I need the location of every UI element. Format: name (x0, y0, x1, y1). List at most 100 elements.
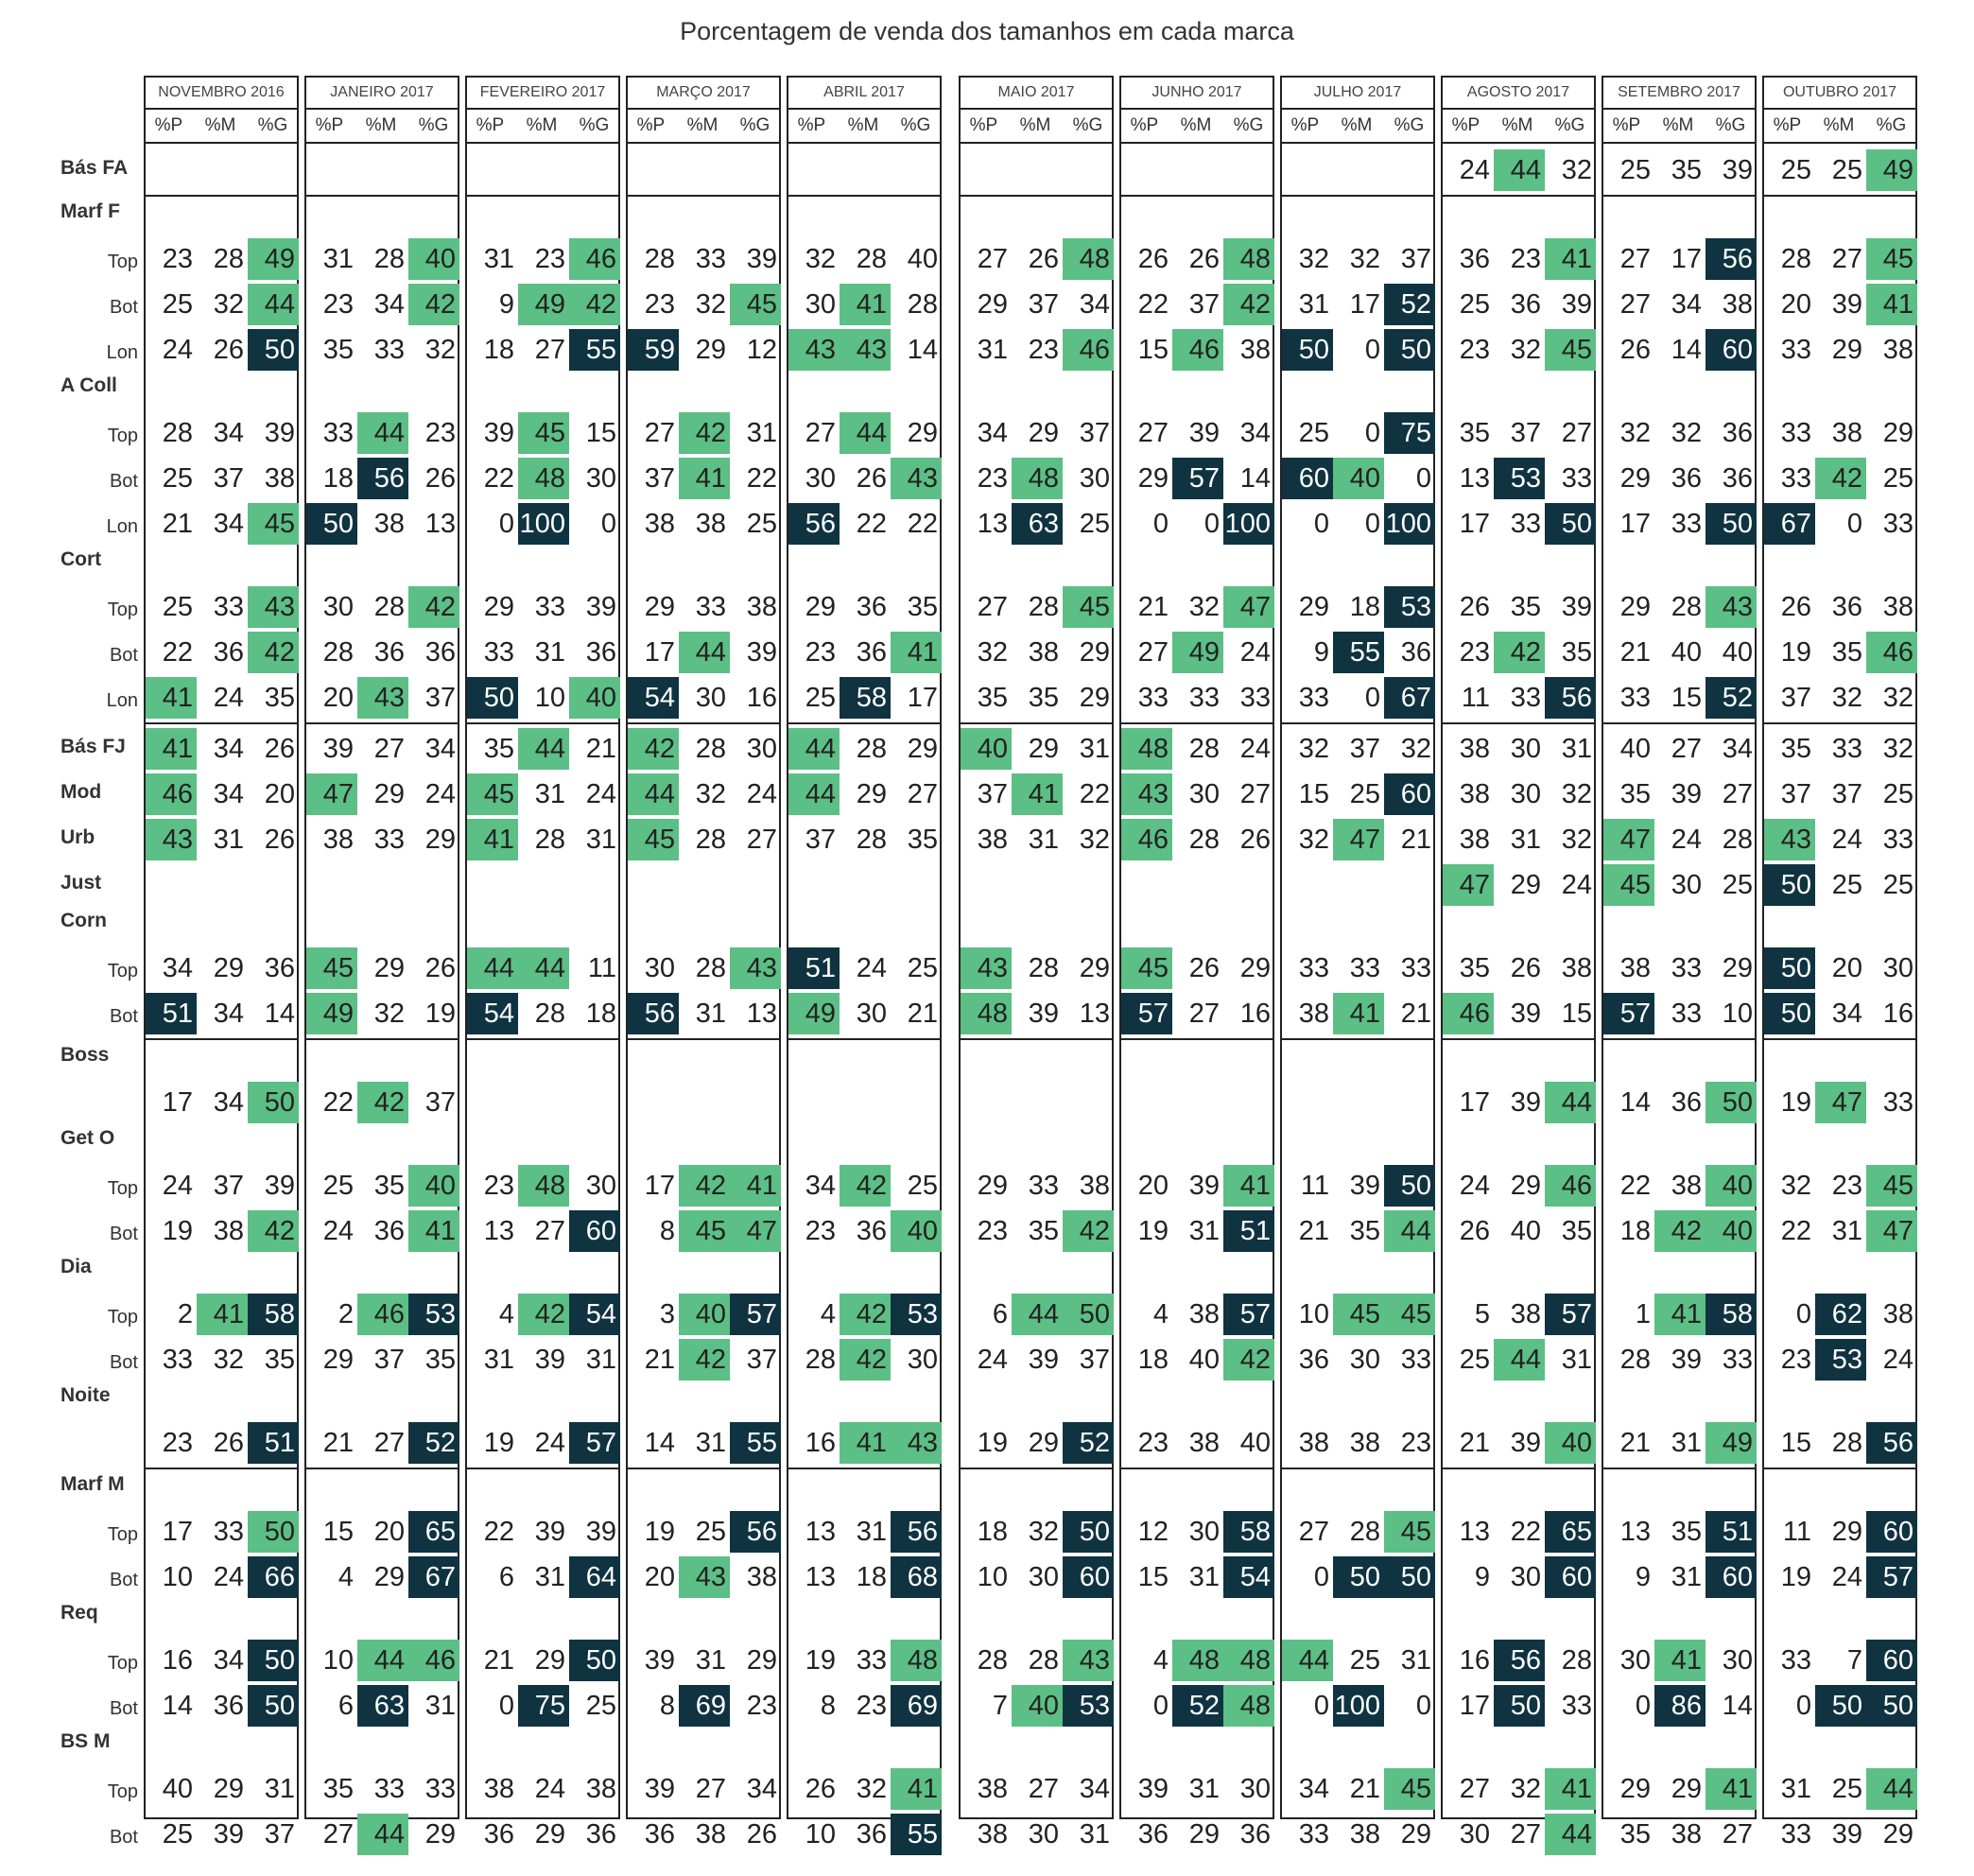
table-cell: 25 (1882, 779, 1913, 809)
table-cell: 36 (856, 592, 887, 622)
table-cell: 25 (1349, 1645, 1380, 1676)
group-separator (144, 722, 299, 724)
table-cell: 24 (1671, 825, 1702, 855)
table-cell: 28 (1671, 592, 1702, 622)
table-cell: 50 (1063, 1294, 1114, 1335)
table-cell: 25 (1349, 779, 1380, 809)
table-cell: 0 (1846, 509, 1862, 539)
table-cell: 25 (1459, 1345, 1490, 1375)
row-group-label: Req (61, 1602, 98, 1624)
table-cell: 0 (498, 1691, 514, 1721)
table-cell: 20 (1831, 953, 1862, 983)
table-cell: 48 (1172, 1640, 1223, 1681)
table-cell: 14 (1619, 1087, 1651, 1118)
table-cell: 38 (264, 463, 295, 494)
table-cell: 43 (1063, 1640, 1114, 1681)
table-cell: 33 (1671, 953, 1702, 983)
table-cell: 36 (424, 637, 456, 668)
table-cell: 30 (644, 953, 675, 983)
table-cell: 12 (746, 335, 777, 365)
table-cell: 21 (1619, 1428, 1651, 1458)
table-cell: 19 (483, 1428, 514, 1458)
table-cell: 40 (1239, 1428, 1271, 1458)
group-separator (465, 1468, 620, 1469)
table-cell: 60 (1545, 1556, 1596, 1598)
table-cell: 8 (820, 1691, 836, 1721)
table-cell: 16 (162, 1645, 193, 1676)
table-cell: 14 (162, 1691, 193, 1721)
column-header-pct-g: %G (257, 115, 288, 135)
table-cell: 24 (162, 1171, 193, 1201)
table-cell: 67 (408, 1556, 459, 1598)
table-cell: 75 (1384, 412, 1435, 454)
group-separator (787, 195, 942, 197)
group-separator (1602, 1468, 1757, 1469)
row-group-label: Bás FA (61, 157, 129, 179)
table-cell: 34 (213, 509, 244, 539)
table-cell: 56 (357, 458, 408, 499)
table-cell: 31 (746, 418, 777, 448)
table-cell: 50 (1384, 329, 1435, 371)
table-cell: 28 (1831, 1428, 1862, 1458)
table-cell: 23 (162, 244, 193, 274)
column-header-pct-m: %M (1341, 115, 1373, 135)
table-cell: 48 (518, 458, 569, 499)
table-cell: 48 (1121, 728, 1172, 770)
table-cell: 31 (695, 1645, 726, 1676)
table-cell: 44 (357, 1640, 408, 1681)
table-cell: 34 (1298, 1774, 1329, 1804)
table-cell: 24 (856, 953, 887, 983)
table-cell: 14 (1671, 335, 1702, 365)
table-cell: 25 (1831, 155, 1862, 185)
table-cell: 0 (1635, 1691, 1651, 1721)
table-cell: 13 (1079, 999, 1110, 1029)
group-separator (959, 722, 1114, 724)
table-cell: 28 (373, 592, 405, 622)
table-cell: 23 (1400, 1428, 1431, 1458)
size-column-headers: %P %M %G (304, 110, 459, 144)
row-sublabel: Bot (109, 471, 138, 492)
row-sublabel: Top (107, 1653, 138, 1674)
table-cell: 50 (1545, 503, 1596, 545)
table-cell: 50 (1706, 1082, 1757, 1123)
table-cell: 55 (891, 1814, 942, 1855)
table-cell: 48 (1223, 238, 1274, 280)
table-cell: 33 (1831, 734, 1862, 764)
column-header-pct-p: %P (154, 115, 183, 135)
table-cell: 0 (600, 509, 616, 539)
table-cell: 32 (1831, 683, 1862, 713)
table-cell: 41 (197, 1294, 248, 1335)
table-cell: 23 (746, 1691, 777, 1721)
table-cell: 17 (644, 1171, 675, 1201)
table-cell: 32 (1780, 1171, 1811, 1201)
table-cell: 28 (856, 825, 887, 855)
table-cell: 34 (213, 999, 244, 1029)
row-group-label: Marf F (61, 200, 120, 222)
table-cell: 30 (805, 289, 836, 320)
table-cell: 13 (1459, 463, 1490, 494)
table-cell: 31 (1561, 1345, 1592, 1375)
row-group-label: Bás FJ (61, 736, 126, 757)
table-cell: 10 (977, 1562, 1008, 1592)
table-cell: 0 (1152, 509, 1169, 539)
table-cell: 29 (1619, 592, 1651, 622)
table-cell: 43 (891, 1422, 942, 1464)
table-cell: 23 (1028, 335, 1059, 365)
size-column-headers: %P %M %G (1119, 110, 1274, 144)
table-cell: 41 (1706, 1768, 1757, 1810)
table-cell: 39 (1188, 418, 1220, 448)
table-cell: 27 (1459, 1774, 1490, 1804)
column-header-pct-g: %G (1072, 115, 1103, 135)
column-header-pct-p: %P (315, 115, 344, 135)
row-group-label: BS M (61, 1730, 111, 1752)
table-cell: 32 (695, 779, 726, 809)
table-cell: 58 (1706, 1294, 1757, 1335)
table-cell: 46 (569, 238, 620, 280)
table-cell: 35 (1349, 1216, 1380, 1246)
table-cell: 28 (1619, 1345, 1651, 1375)
table-cell: 31 (1079, 734, 1110, 764)
table-cell: 21 (1298, 1216, 1329, 1246)
table-cell: 22 (1137, 289, 1169, 320)
row-group-label: Corn (61, 910, 107, 931)
